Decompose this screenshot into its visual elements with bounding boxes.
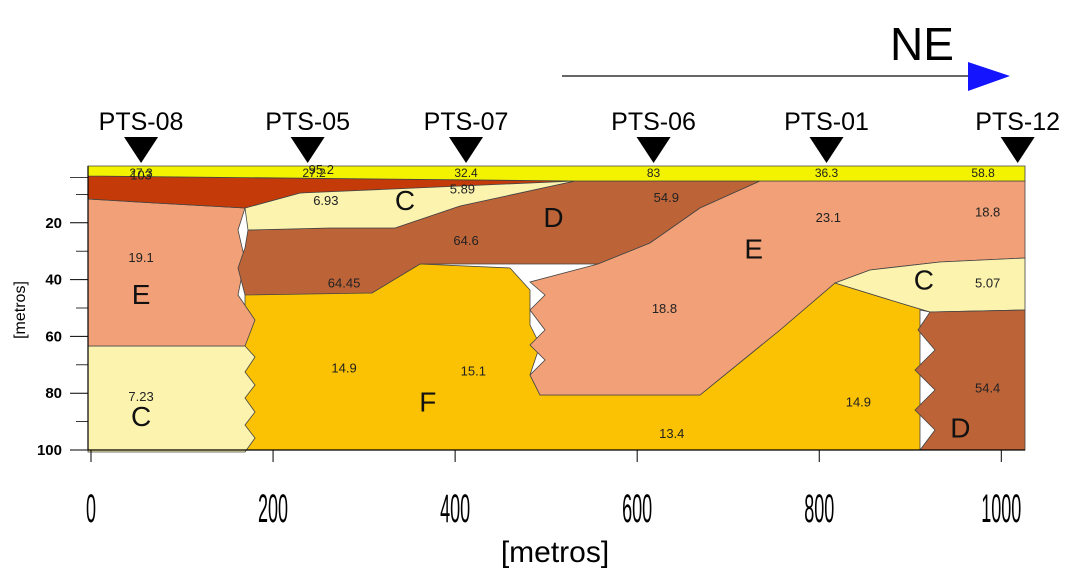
layer-unit-d-lower-right <box>914 309 1026 451</box>
resistivity-value: 5.07 <box>975 275 1000 290</box>
x-tick-label: 400 <box>440 486 470 531</box>
station-triangle <box>124 137 159 163</box>
unit-label: E <box>132 279 151 310</box>
unit-label: C <box>131 401 151 432</box>
resistivity-value: 18.8 <box>975 204 1000 219</box>
x-tick-label: 800 <box>804 486 834 531</box>
station-label: PTS-01 <box>784 108 869 136</box>
layers <box>87 165 1026 453</box>
resistivity-value: 14.9 <box>331 361 356 376</box>
resistivity-value: 19.1 <box>128 250 153 265</box>
resistivity-value: 36.3 <box>815 166 839 180</box>
layer-unit-c-right <box>833 257 1026 313</box>
unit-label: C <box>395 185 415 216</box>
resistivity-value: 32.4 <box>454 166 478 180</box>
resistivity-value: 64.6 <box>453 233 478 248</box>
y-tick-label: 100 <box>37 442 62 459</box>
x-tick-label: 600 <box>622 486 652 531</box>
station-marker: PTS-06 <box>611 108 696 163</box>
axes: 20 40 60 80 100 0 200 400 600 800 1000 [metros] [… <box>12 166 1025 569</box>
unit-labels: E C C D E F C D <box>131 185 971 443</box>
x-ticks: 0 200 400 600 800 1000 <box>86 450 1021 531</box>
station-marker: PTS-08 <box>99 108 184 163</box>
resistivity-value: 14.9 <box>846 395 871 410</box>
station-label: PTS-05 <box>265 108 350 136</box>
unit-label: C <box>914 265 934 296</box>
resistivity-value: 15.1 <box>461 363 486 378</box>
resistivity-value: 83 <box>647 166 661 180</box>
x-tick-label: 1000 <box>981 486 1021 531</box>
resistivity-value: 27.2 <box>302 166 326 180</box>
stations: PTS-08 PTS-05 PTS-07 PTS-06 PTS-01 PTS-12 <box>99 108 1060 163</box>
station-triangle <box>636 137 671 163</box>
y-axis-title: [metros] <box>12 281 29 339</box>
y-tick-label: 80 <box>45 385 62 402</box>
station-label: PTS-07 <box>424 108 509 136</box>
resistivity-value: 95.2 <box>309 162 334 177</box>
y-tick-label: 20 <box>45 215 62 232</box>
unit-label: D <box>950 412 970 443</box>
resistivity-value: 5.89 <box>450 182 475 197</box>
resistivity-value: 18.8 <box>652 301 677 316</box>
resistivity-values: 27.3 27.2 32.4 83 36.3 58.8 103 95.2 6.93 5.89 54.… <box>128 162 1000 441</box>
station-marker: PTS-07 <box>424 108 509 163</box>
direction-arrow-head <box>968 62 1010 91</box>
resistivity-value: 27.3 <box>129 166 153 180</box>
station-triangle <box>1000 137 1035 163</box>
resistivity-value: 103 <box>130 168 152 183</box>
station-label: PTS-06 <box>611 108 696 136</box>
resistivity-value: 58.8 <box>971 166 995 180</box>
x-tick-label: 200 <box>258 486 288 531</box>
y-ticks: 20 40 60 80 100 <box>37 176 88 459</box>
resistivity-value: 13.4 <box>659 426 684 441</box>
station-triangle <box>449 137 484 163</box>
resistivity-value: 54.4 <box>975 381 1000 396</box>
station-marker: PTS-01 <box>784 108 869 163</box>
unit-label: E <box>744 233 763 264</box>
station-label: PTS-12 <box>975 108 1060 136</box>
station-marker: PTS-12 <box>975 108 1060 163</box>
layer-unit-e-left <box>87 198 256 347</box>
resistivity-value: 54.9 <box>654 190 679 205</box>
resistivity-value: 7.23 <box>128 389 153 404</box>
x-axis-title: [metros] <box>501 536 609 569</box>
x-tick-label: 0 <box>86 486 96 531</box>
y-tick-label: 40 <box>45 272 62 289</box>
station-marker: PTS-05 <box>265 108 350 163</box>
station-triangle <box>290 137 325 163</box>
layer-unit-c-lower-left <box>87 345 256 453</box>
resistivity-value: 6.93 <box>313 193 338 208</box>
unit-label: F <box>419 387 436 418</box>
resistivity-value: 64.45 <box>328 275 361 290</box>
resistivity-value: 23.1 <box>816 210 841 225</box>
unit-label: D <box>543 202 563 233</box>
direction-label: NE <box>890 18 954 70</box>
direction-indicator: NE <box>562 18 1010 91</box>
station-label: PTS-08 <box>99 108 184 136</box>
station-triangle <box>809 137 844 163</box>
y-tick-label: 60 <box>45 328 62 345</box>
